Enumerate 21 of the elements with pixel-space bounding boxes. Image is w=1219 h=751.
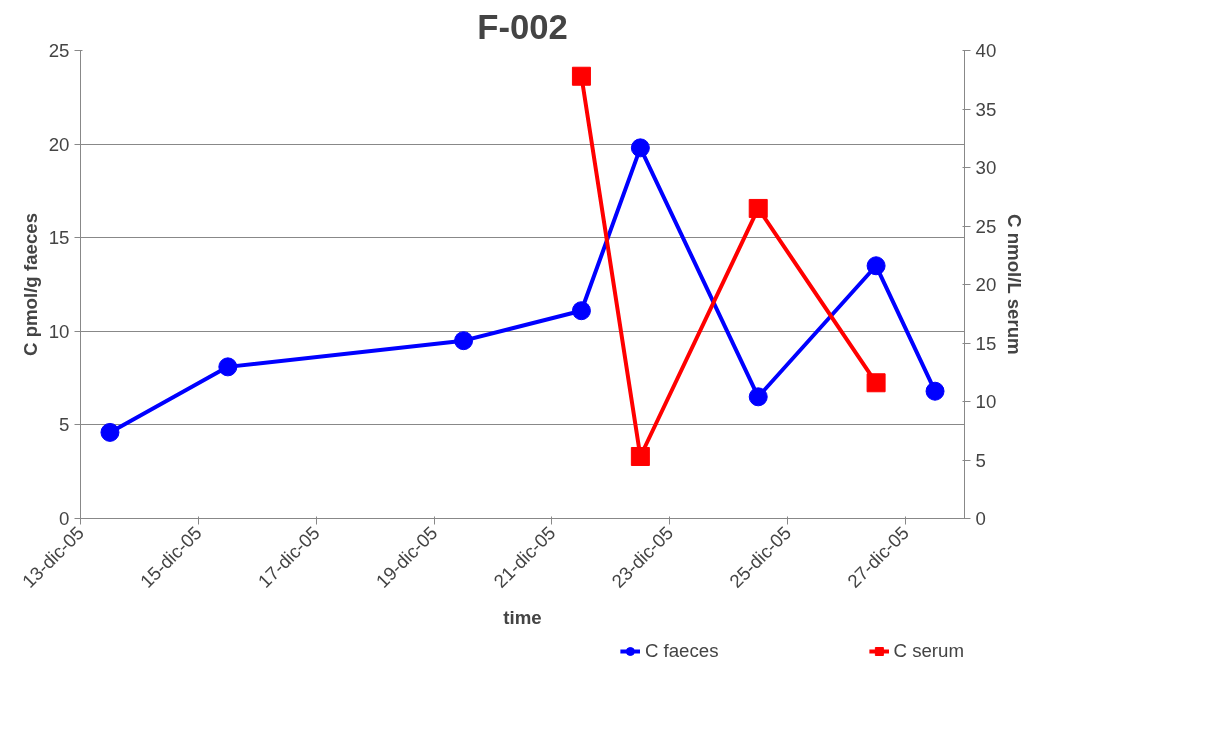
- y2-tick-label: 35: [975, 98, 997, 120]
- y-axis-title: C pmol/g faeces: [19, 212, 41, 357]
- y2-tick-label: 15: [975, 332, 997, 354]
- y2-tick-label: 20: [975, 274, 997, 295]
- y-tick-label: 20: [48, 133, 70, 155]
- y2-tick-label: 30: [975, 157, 997, 178]
- y2-tick-label: 0: [975, 508, 986, 529]
- y-tick-label: 25: [48, 40, 70, 61]
- x-axis-title: time: [503, 607, 542, 629]
- chart-title: F-002: [477, 7, 568, 46]
- y2-tick-label: 40: [975, 40, 997, 61]
- legend-label: C serum: [893, 640, 964, 662]
- y2-tick-label: 10: [975, 391, 997, 412]
- y-tick-label: 10: [48, 320, 70, 342]
- y2-tick-label: 25: [975, 215, 997, 237]
- y-tick-label: 15: [48, 227, 70, 249]
- y-tick-label: 5: [59, 414, 70, 436]
- y2-axis-title: C nmol/L serum: [1004, 214, 1026, 355]
- legend-label: C faeces: [644, 640, 719, 662]
- y-tick-label: 0: [59, 508, 70, 529]
- y2-tick-label: 5: [975, 449, 986, 471]
